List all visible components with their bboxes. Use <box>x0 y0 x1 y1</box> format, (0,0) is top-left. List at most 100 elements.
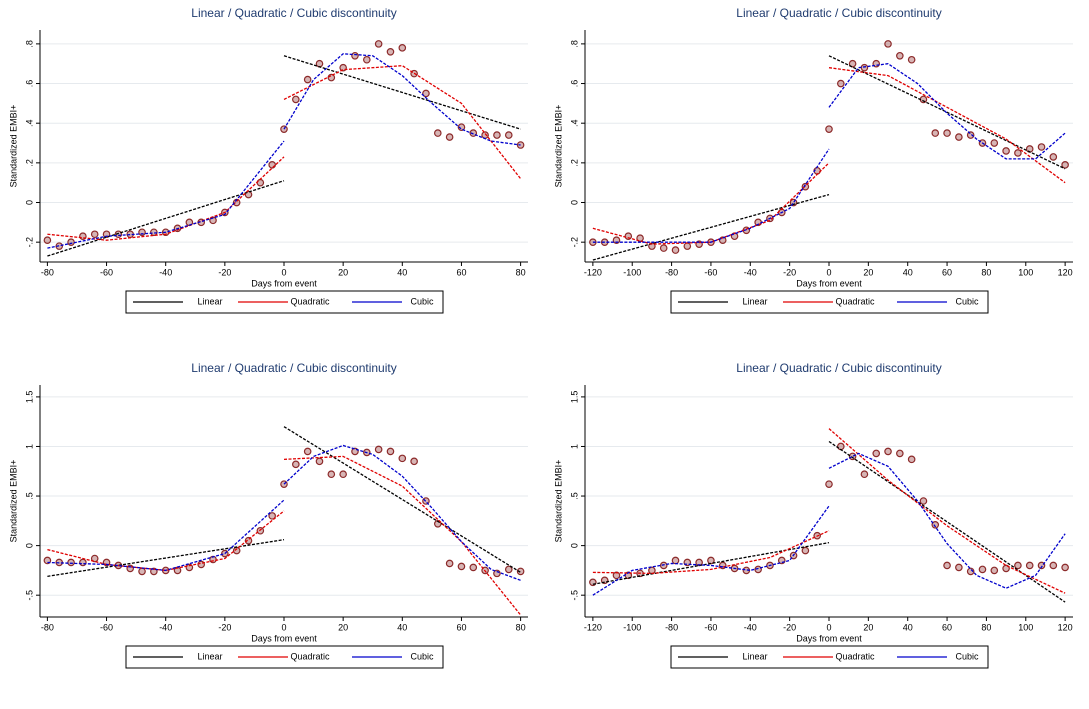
scatter-point <box>516 567 525 576</box>
y-axis-label: Standardized EMBI+ <box>553 105 563 188</box>
y-tick-label: .6 <box>24 80 34 88</box>
x-tick-label: -60 <box>704 622 717 632</box>
x-tick-label: -120 <box>584 267 602 277</box>
scatter-point <box>671 556 680 565</box>
x-tick-label: 20 <box>338 622 348 632</box>
y-tick-label: -.5 <box>569 590 579 601</box>
scatter-point <box>303 447 312 456</box>
scatter-point <box>90 230 99 239</box>
y-tick-label: .6 <box>569 80 579 88</box>
scatter-point <box>754 565 762 574</box>
scatter-point <box>303 75 312 84</box>
scatter-point <box>67 238 75 246</box>
x-tick-label: -60 <box>100 622 113 632</box>
scatter-point <box>990 139 999 147</box>
x-tick-label: 60 <box>942 622 952 632</box>
scatter-point <box>1014 149 1022 157</box>
scatter-point <box>848 452 857 461</box>
y-tick-label: -.5 <box>24 590 34 601</box>
fit-line <box>47 53 521 249</box>
y-tick-label: 0 <box>569 543 579 548</box>
x-tick-label: 120 <box>1058 267 1073 277</box>
scatter-point <box>504 565 513 574</box>
x-tick-label: 40 <box>397 267 407 277</box>
scatter-point <box>931 520 940 529</box>
scatter-point <box>683 242 692 250</box>
x-tick-label: -80 <box>41 267 54 277</box>
y-tick-label: 1 <box>24 444 34 449</box>
scatter-point <box>244 536 253 545</box>
scatter-point <box>955 133 963 141</box>
scatter-point <box>138 567 146 576</box>
scatter-point <box>292 460 300 469</box>
legend: Linear Quadratic Cubic <box>670 645 989 669</box>
scatter-point <box>907 455 916 464</box>
y-tick-label: .8 <box>24 40 34 48</box>
plot-area <box>589 40 1069 261</box>
chart-title: Linear / Quadratic / Cubic discontinuity <box>736 6 941 20</box>
scatter-point <box>825 125 833 133</box>
scatter-point <box>256 178 265 187</box>
fit-line <box>47 55 521 257</box>
x-tick-label: -40 <box>744 267 757 277</box>
scatter-point <box>978 565 987 574</box>
x-tick-label: -20 <box>783 267 796 277</box>
scatter-point <box>943 129 951 137</box>
x-tick-label: -80 <box>665 622 678 632</box>
scatter-point <box>445 559 454 568</box>
x-tick-label: 40 <box>397 622 407 632</box>
x-tick-label: 60 <box>942 267 952 277</box>
x-tick-label: 60 <box>456 622 466 632</box>
fit-line <box>47 426 521 577</box>
x-tick-label: -40 <box>159 622 172 632</box>
scatter-point <box>67 558 75 567</box>
scatter-point <box>1014 561 1022 570</box>
fit-line <box>592 440 1066 603</box>
legend-label: Quadratic <box>290 651 330 661</box>
x-tick-label: -20 <box>783 622 796 632</box>
scatter-point <box>339 470 347 479</box>
scatter-point <box>268 512 276 520</box>
scatter-point <box>860 63 869 72</box>
x-tick-label: 0 <box>281 267 286 277</box>
x-axis-label: Days from event <box>251 633 317 643</box>
x-tick-label: -60 <box>704 267 717 277</box>
scatter-point <box>315 457 324 466</box>
scatter-point <box>1037 143 1046 151</box>
y-axis-label: Standardized EMBI+ <box>8 105 18 188</box>
scatter-point <box>955 563 963 572</box>
scatter-point <box>374 40 383 48</box>
y-tick-label: -.2 <box>24 237 34 248</box>
legend-label: Linear <box>197 651 222 661</box>
scatter-point <box>327 73 336 82</box>
fit-line <box>592 428 1066 594</box>
legend-label: Cubic <box>410 296 434 306</box>
scatter-point <box>1049 561 1058 570</box>
legend-label: Cubic <box>410 651 434 661</box>
scatter-point <box>931 129 940 137</box>
scatter-point <box>884 447 892 456</box>
scatter-point <box>457 123 466 131</box>
scatter-point <box>386 447 395 456</box>
x-tick-label: -80 <box>665 267 678 277</box>
x-tick-label: -20 <box>218 622 231 632</box>
scatter-point <box>919 497 928 505</box>
scatter-point <box>1049 153 1058 161</box>
scatter-point <box>351 51 359 60</box>
legend-label: Quadratic <box>290 296 330 306</box>
legend: Linear Quadratic Cubic <box>670 290 989 314</box>
scatter-point <box>469 563 478 572</box>
legend: Linear Quadratic Cubic <box>125 645 444 669</box>
scatter-point <box>943 561 951 570</box>
chart-title: Linear / Quadratic / Cubic discontinuity <box>191 6 396 20</box>
y-tick-label: 0 <box>24 543 34 548</box>
scatter-point <box>504 131 513 139</box>
x-tick-label: 100 <box>1018 267 1033 277</box>
y-tick-label: .4 <box>569 119 579 127</box>
legend-label: Cubic <box>955 651 979 661</box>
fit-line <box>47 65 522 241</box>
legend-label: Cubic <box>955 296 979 306</box>
scatter-point <box>872 449 881 458</box>
scatter-point <box>315 59 324 68</box>
